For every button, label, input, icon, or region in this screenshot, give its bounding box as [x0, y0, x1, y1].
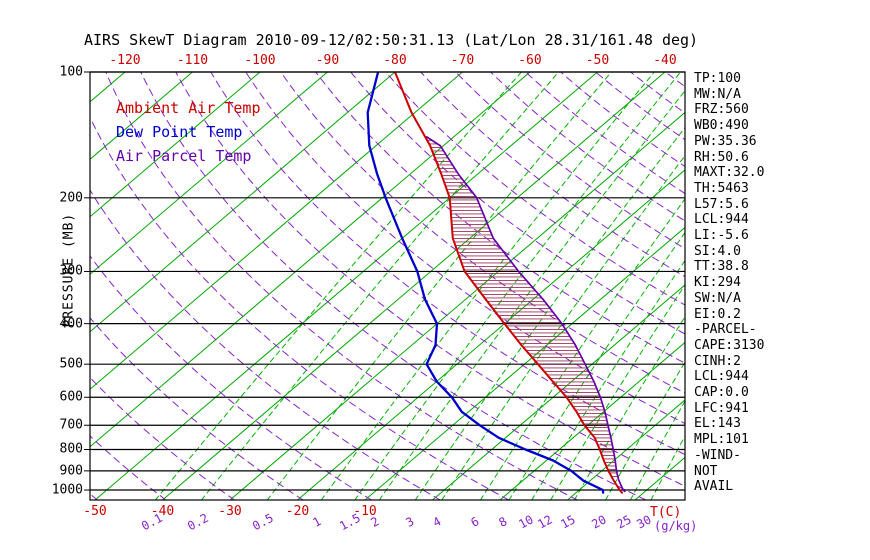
temperature-unit-label: T(C): [650, 505, 682, 520]
temp-top-tick-label: -120: [109, 53, 141, 68]
stat-line: PW:35.36: [694, 133, 757, 149]
temp-top-tick-label: -70: [450, 53, 475, 68]
stat-line: TP:100: [694, 71, 741, 86]
stat-line: KI:294: [694, 275, 741, 291]
pressure-tick-label: 300: [59, 263, 83, 279]
temp-top-tick-label: -80: [383, 53, 407, 68]
legend-air-parcel-temp: Air Parcel Temp: [116, 147, 252, 165]
stat-line: FRZ:560: [694, 102, 749, 118]
temp-top-tick-label: -60: [518, 53, 542, 68]
stat-line: -PARCEL-: [694, 322, 757, 338]
stat-line: AVAIL: [694, 479, 734, 495]
pressure-tick-label: 400: [59, 316, 83, 332]
stat-line: TH:5463: [694, 180, 749, 196]
stat-line: CAP:0.0: [694, 385, 749, 401]
stat-line: MPL:101: [694, 432, 749, 448]
temp-top-tick-label: -110: [176, 53, 209, 68]
stat-line: LCL:944: [694, 212, 749, 228]
mixing-ratio-lines: [154, 72, 685, 500]
parcel-temp-curve: [425, 136, 626, 493]
stat-line: MAXT:32.0: [694, 165, 765, 181]
cape-hatch: [425, 136, 618, 477]
sounding-curves: [366, 72, 626, 494]
stats-panel: TP:100 MW:N/A FRZ:560 WB0:490 PW:35.36 RH:50.…: [694, 71, 870, 495]
pressure-tick-label: 200: [59, 190, 83, 206]
pressure-tick-label: 700: [59, 417, 83, 433]
temp-top-tick-label: -100: [244, 53, 276, 68]
mixing-ratio-unit-label: (g/kg): [654, 519, 698, 533]
pressure-axis-title: PRESSURE (MB): [61, 212, 77, 328]
temp-bottom-tick-label: -20: [285, 504, 310, 519]
stat-line: -WIND-: [694, 447, 741, 463]
temp-bottom-tick-label: -40: [150, 504, 175, 519]
ambient-temp-curve: [394, 72, 623, 494]
stat-line: LCL:944: [694, 369, 749, 385]
stat-line: RH:50.6: [694, 149, 749, 165]
pressure-tick-label: 100: [59, 64, 83, 80]
plot-frame: [89, 71, 686, 501]
stat-line: SI:4.0: [694, 243, 741, 259]
isobar-lines: [84, 71, 685, 491]
stat-line: CAPE:3130: [694, 337, 765, 353]
stat-line: TT:38.8: [694, 259, 749, 275]
isotherm-lines: [90, 72, 685, 500]
stat-line: EI:0.2: [694, 306, 741, 322]
temp-bottom-tick-label: -10: [353, 504, 377, 519]
stat-line: CINH:2: [694, 353, 741, 369]
pressure-tick-label: 900: [59, 463, 83, 479]
stat-line: SW:N/A: [694, 290, 741, 306]
dew-point-curve: [366, 72, 605, 494]
stat-line: WB0:490: [694, 118, 749, 134]
pressure-tick-label: 800: [59, 441, 83, 457]
stat-line: LFC:941: [694, 400, 749, 416]
stat-line: EL:143: [694, 416, 741, 432]
temp-top-tick-label: -50: [585, 53, 610, 68]
stat-line: LI:-5.6: [694, 228, 749, 244]
stat-line: L57:5.6: [694, 196, 749, 212]
pressure-tick-label: 500: [59, 356, 83, 372]
pressure-tick-label: 600: [59, 389, 83, 405]
legend-ambient-air-temp: Ambient Air Temp: [116, 99, 261, 117]
temp-top-tick-label: -90: [315, 53, 340, 68]
temp-top-tick-label: -40: [653, 53, 677, 68]
temp-bottom-tick-label: -30: [218, 504, 242, 519]
chart-title: AIRS SkewT Diagram 2010-09-12/02:50:31.1…: [84, 31, 699, 49]
temp-bottom-tick-label: -50: [83, 504, 107, 519]
stat-line: MW:N/A: [694, 86, 741, 102]
stat-line: NOT: [694, 463, 718, 479]
legend-dew-point-temp: Dew Point Temp: [116, 123, 243, 141]
pressure-tick-label: 1000: [51, 482, 83, 498]
